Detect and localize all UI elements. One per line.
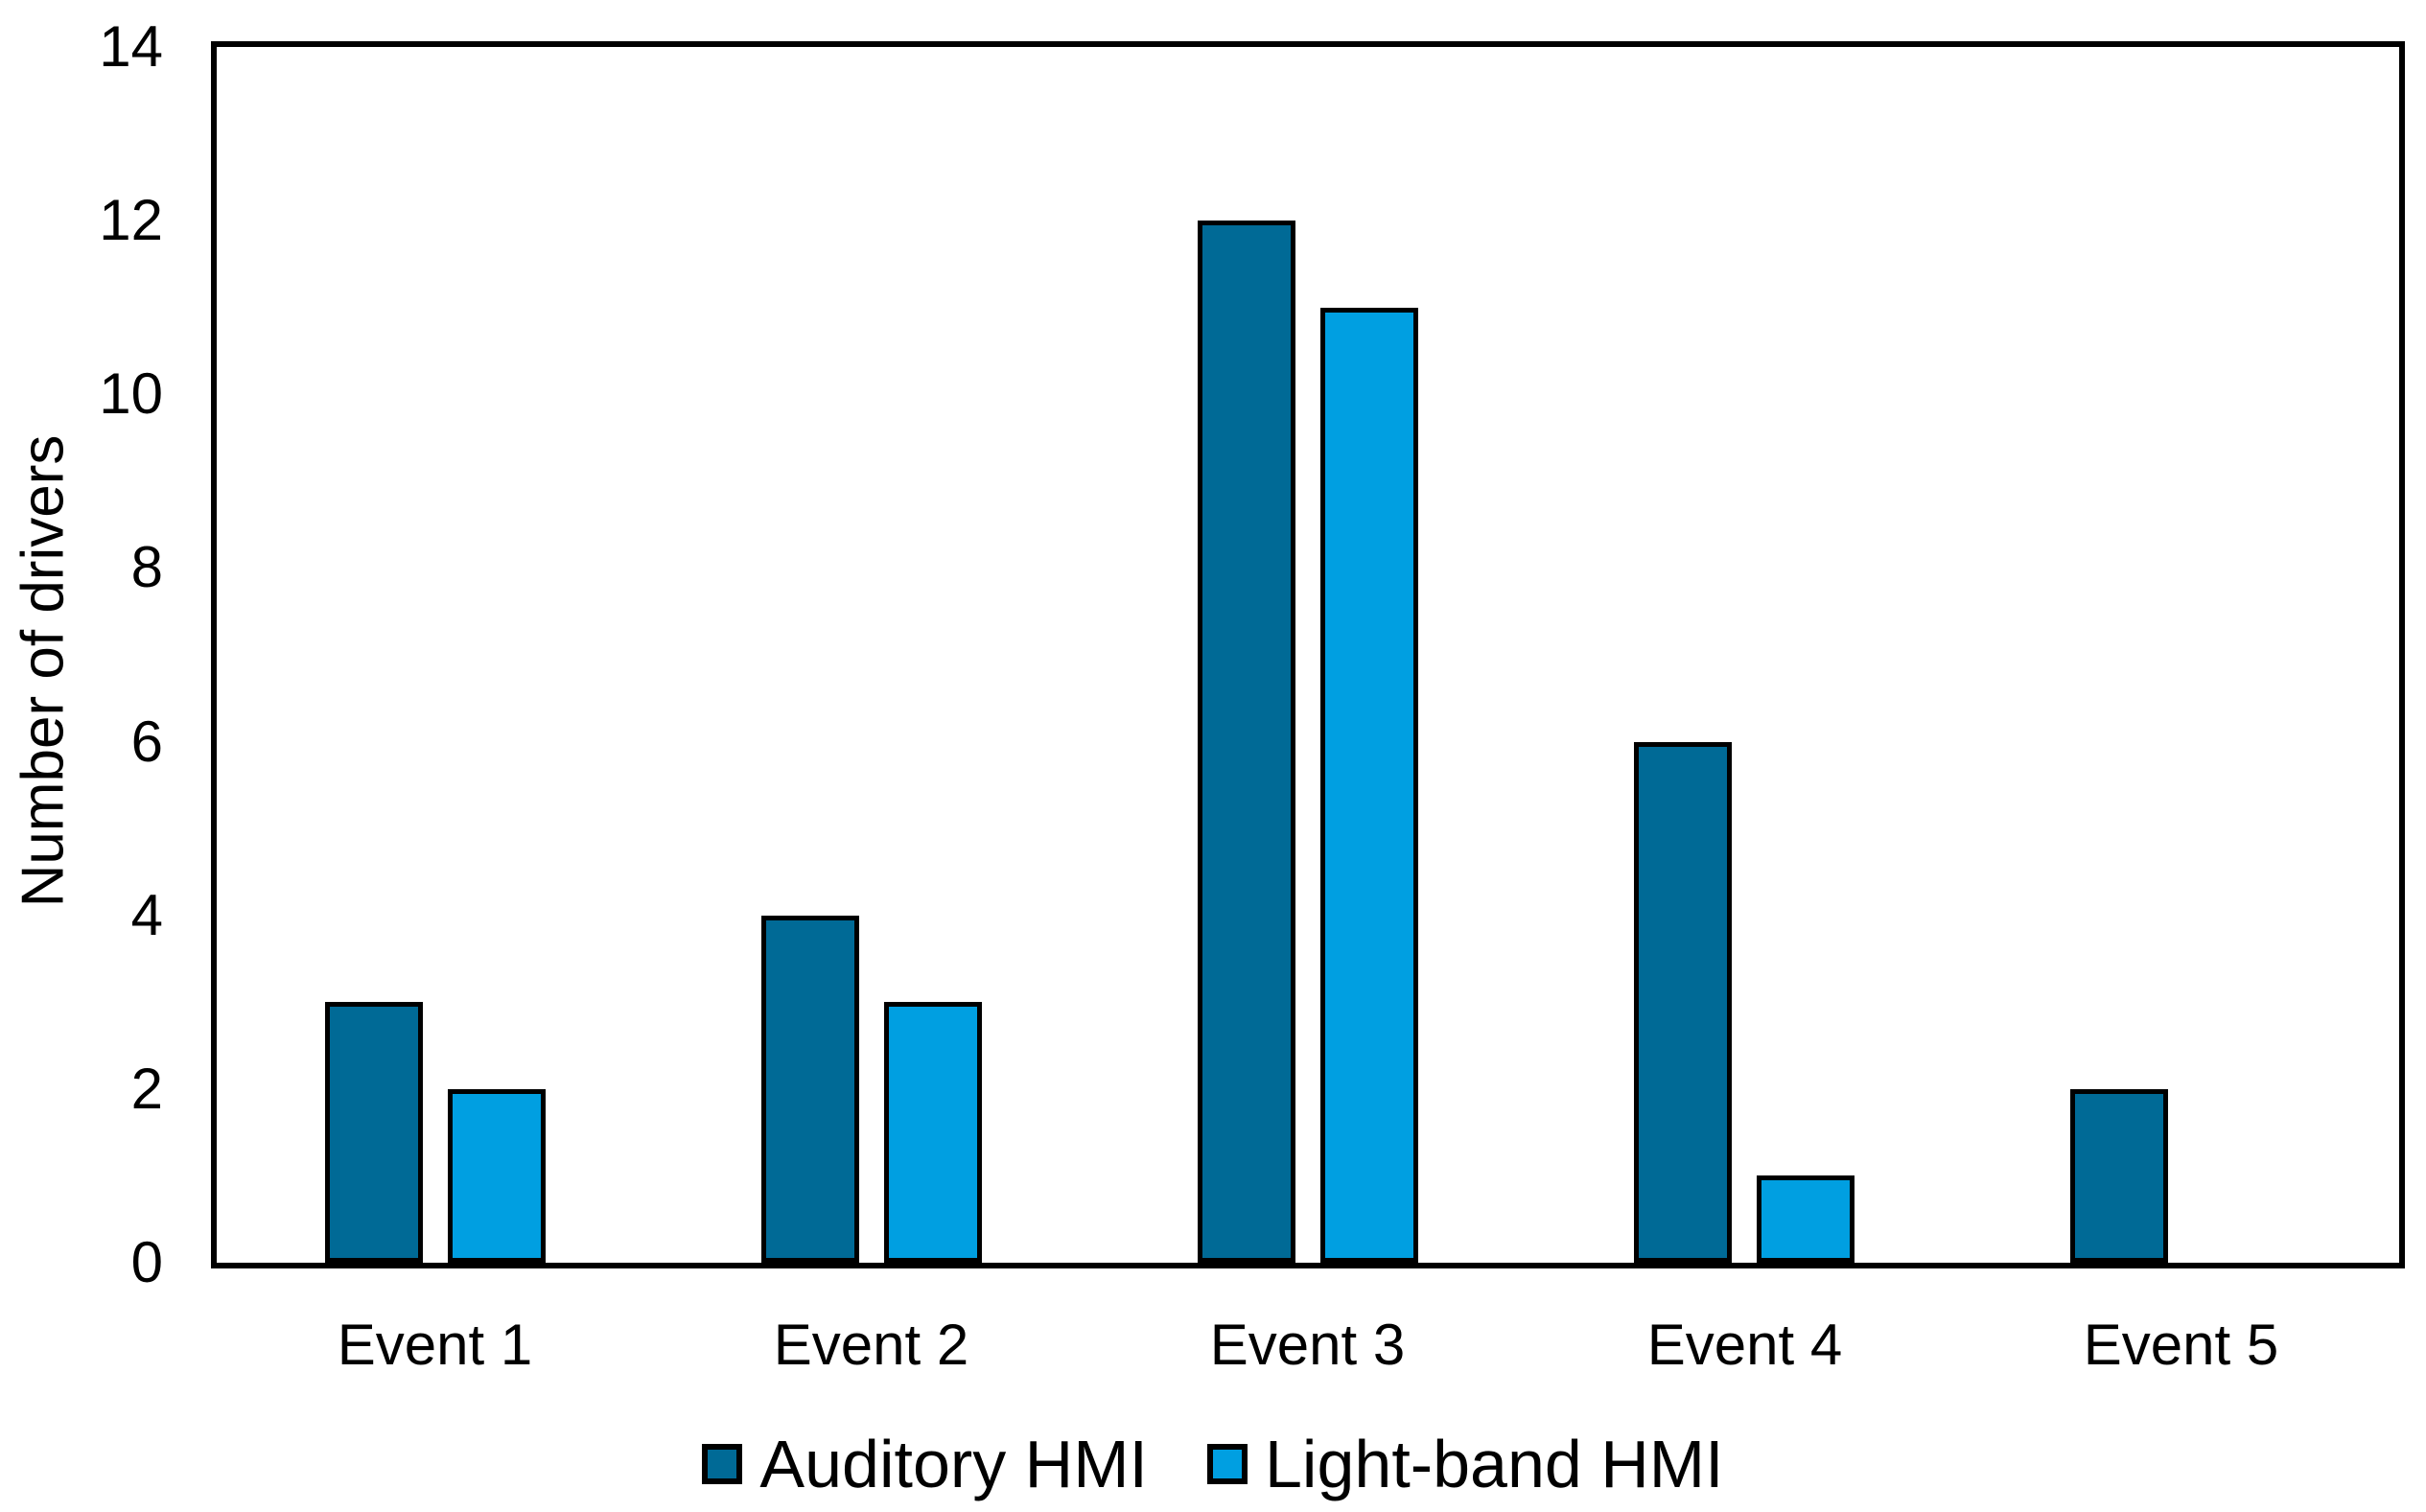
bar-light-band-hmi (448, 1089, 546, 1263)
legend-item: Light-band HMI (1206, 1426, 1724, 1502)
y-tick-label: 6 (130, 709, 163, 774)
y-tick-label: 8 (130, 535, 163, 600)
legend: Auditory HMI Light-band HMI (0, 1423, 2426, 1505)
y-tick-label: 2 (130, 1056, 163, 1121)
bar-auditory-hmi (1198, 221, 1295, 1263)
x-category-label: Event 4 (1646, 1313, 1843, 1377)
bar-light-band-hmi (1320, 308, 1418, 1263)
bar-auditory-hmi (761, 916, 859, 1263)
x-category-label: Event 2 (773, 1313, 969, 1377)
legend-item: Auditory HMI (702, 1426, 1148, 1502)
legend-label: Light-band HMI (1264, 1427, 1724, 1501)
x-category-label: Event 5 (2083, 1313, 2279, 1377)
bar-auditory-hmi (2070, 1089, 2168, 1263)
y-axis-title: Number of drivers (10, 434, 77, 908)
legend-swatch-icon (702, 1444, 743, 1484)
legend-label: Auditory HMI (759, 1427, 1148, 1501)
plot-area (211, 41, 2405, 1268)
bar-light-band-hmi (1757, 1175, 1854, 1263)
x-category-label: Event 1 (337, 1313, 533, 1377)
y-tick-label: 14 (99, 14, 163, 79)
y-tick-label: 0 (130, 1230, 163, 1294)
bar-light-band-hmi (884, 1002, 982, 1263)
x-category-label: Event 3 (1209, 1313, 1406, 1377)
y-tick-label: 10 (99, 361, 163, 427)
y-tick-label: 4 (130, 882, 163, 947)
bar-auditory-hmi (325, 1002, 423, 1263)
bar-auditory-hmi (1634, 742, 1732, 1263)
y-tick-label: 12 (99, 188, 163, 253)
legend-swatch-icon (1206, 1444, 1248, 1484)
